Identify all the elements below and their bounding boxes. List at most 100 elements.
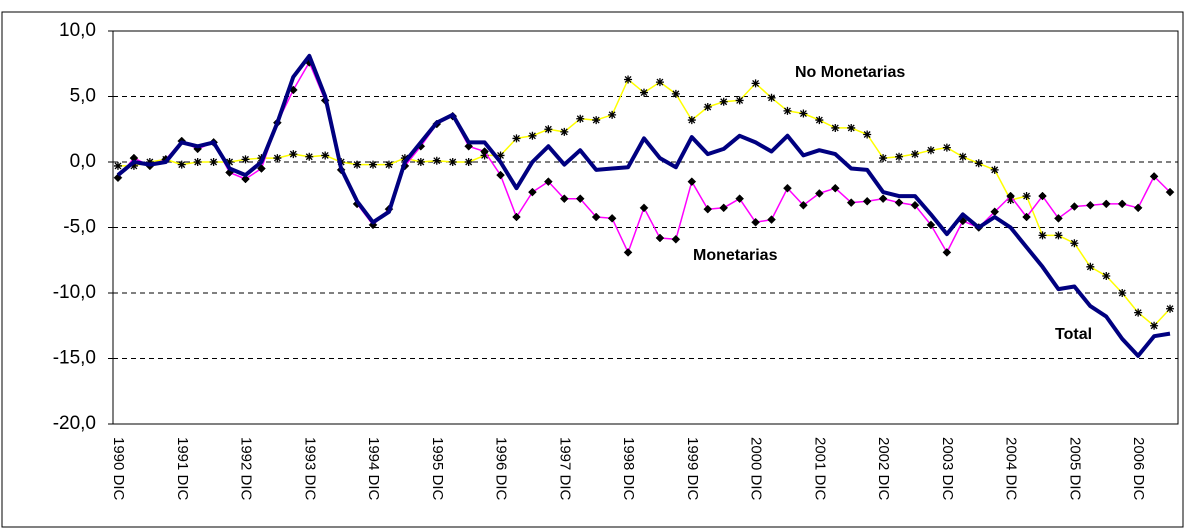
data-point [241,155,250,164]
data-point [575,194,585,204]
data-point [576,114,585,123]
data-point [879,154,888,163]
data-point [671,89,680,98]
data-point [591,212,601,222]
data-point [926,220,936,230]
y-tick-label: 5,0 [70,86,96,107]
data-point [942,143,951,152]
data-point [1054,213,1063,223]
data-point [831,123,840,132]
data-point [528,131,537,140]
data-point [1134,308,1143,317]
data-point [464,158,473,166]
data-point [496,151,505,160]
data-point [1101,199,1111,209]
data-point [129,161,138,170]
data-point [783,106,792,115]
data-point [878,194,888,204]
x-tick-label: 1991 DIC [174,437,191,501]
x-tick-label: 2002 DIC [875,437,892,501]
data-point [958,152,967,161]
series-line [116,53,1171,358]
data-point [1070,239,1079,248]
data-point [321,151,330,160]
data-point [1038,231,1047,240]
data-point [464,141,474,151]
data-point [448,158,457,166]
data-point [1022,212,1031,222]
data-point [926,146,935,155]
data-point [1085,200,1095,210]
data-point [607,213,617,223]
data-point [655,78,664,87]
data-point [512,212,521,222]
data-point [608,110,617,119]
data-point [209,158,218,166]
data-point [1038,191,1047,201]
data-point [767,93,776,102]
x-tick-label: 2001 DIC [811,437,828,501]
data-point [639,203,649,213]
data-point [193,158,202,166]
data-point [655,233,665,243]
data-point [862,196,872,206]
data-point [815,116,824,125]
data-point [735,194,744,204]
data-point [847,123,856,132]
data-point [305,152,314,161]
data-point [1070,202,1079,211]
data-point [767,215,776,224]
data-point [751,79,760,88]
data-point [177,160,186,169]
data-point [830,183,840,193]
data-point [225,158,234,166]
data-point [1150,321,1159,330]
data-point [895,152,904,161]
data-point [846,198,856,207]
x-tick-label: 1996 DIC [493,437,510,501]
data-point [113,161,122,170]
y-tick-label: -15,0 [53,348,96,369]
data-point [592,116,601,125]
data-point [942,248,952,257]
y-tick-label: 10,0 [59,20,96,41]
x-tick-label: 1999 DIC [684,437,701,501]
data-point [559,194,569,204]
data-point [640,88,648,97]
data-point [687,116,696,125]
data-point [480,147,489,156]
x-tick-label: 2000 DIC [748,437,765,501]
y-tick-label: -20,0 [53,413,96,434]
data-point [1166,304,1175,313]
x-tick-label: 1997 DIC [556,437,573,501]
data-point [273,154,282,163]
data-point [751,217,760,227]
data-point [384,160,393,169]
series-label: Total [1055,326,1092,343]
data-point [400,154,409,163]
x-tick-label: 2004 DIC [1003,437,1020,501]
data-point [799,200,808,210]
data-point [703,204,713,214]
data-point [432,156,441,165]
x-tick-label: 1990 DIC [110,437,127,501]
data-point [1117,199,1127,209]
data-point [560,127,569,136]
data-point [990,165,999,174]
data-point [369,160,378,169]
data-point [735,96,744,105]
data-point [719,97,728,106]
data-point [353,160,362,169]
data-point [799,109,808,118]
x-tick-label: 2003 DIC [939,437,956,501]
data-point [719,203,729,213]
y-tick-label: -10,0 [53,282,96,303]
data-point [671,234,681,244]
data-point [528,187,537,197]
data-point [512,134,521,143]
data-point [624,75,633,84]
data-point [703,102,712,111]
x-tick-label: 1995 DIC [429,437,446,501]
y-tick-label: 0,0 [70,151,96,172]
data-point [1022,192,1031,201]
